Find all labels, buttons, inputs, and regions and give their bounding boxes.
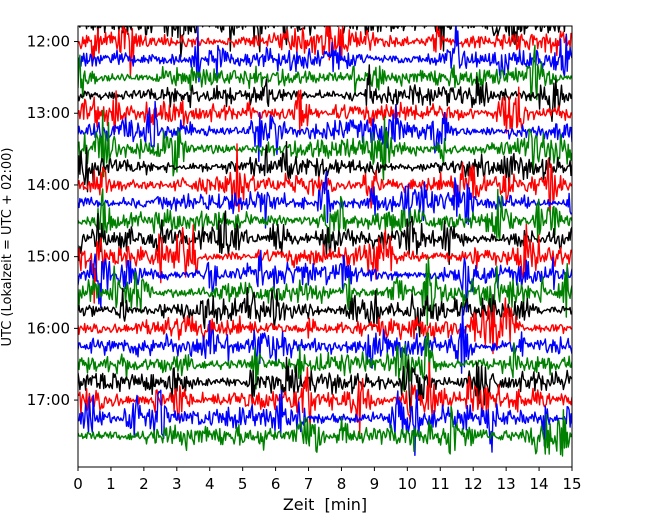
x-tick-label: 3 bbox=[172, 475, 182, 493]
seismic-trace bbox=[78, 100, 572, 163]
x-tick-label: 11 bbox=[431, 475, 450, 493]
x-axis: 0 1 2 3 4 5 6 7 8 9 10 11 12 13 14 15 bbox=[73, 467, 582, 493]
y-tick-label: 16:00 bbox=[27, 319, 70, 337]
seismic-trace bbox=[78, 210, 572, 266]
x-tick-label: 4 bbox=[205, 475, 215, 493]
seismic-trace bbox=[78, 170, 572, 229]
plot-frame bbox=[77, 25, 573, 468]
x-tick-label: 14 bbox=[530, 475, 549, 493]
seismic-trace bbox=[78, 26, 572, 77]
seismic-trace bbox=[78, 249, 572, 313]
y-axis: 12:00 13:00 14:00 15:00 16:00 17:00 bbox=[27, 33, 78, 409]
seismic-trace bbox=[78, 109, 572, 181]
y-tick-label: 15:00 bbox=[27, 248, 70, 266]
trace-group bbox=[78, 26, 572, 457]
x-tick-label: 5 bbox=[238, 475, 248, 493]
seismic-trace bbox=[78, 223, 572, 304]
y-tick-label: 13:00 bbox=[27, 104, 70, 122]
y-axis-label: UTC (Lokalzeit = UTC + 02:00) bbox=[0, 148, 15, 347]
y-tick-label: 17:00 bbox=[27, 391, 70, 409]
seismic-trace bbox=[78, 405, 572, 457]
seismic-trace bbox=[78, 86, 572, 135]
x-tick-label: 12 bbox=[464, 475, 483, 493]
x-tick-label: 9 bbox=[370, 475, 380, 493]
seismic-trace bbox=[78, 297, 572, 355]
x-tick-label: 2 bbox=[139, 475, 149, 493]
y-tick-label: 14:00 bbox=[27, 176, 70, 194]
seismic-trace bbox=[78, 141, 572, 193]
seismic-trace bbox=[78, 64, 572, 122]
x-axis-label: Zeit [min] bbox=[283, 495, 367, 514]
seismic-trace bbox=[78, 188, 572, 244]
seismic-trace bbox=[78, 44, 572, 102]
x-tick-label: 8 bbox=[337, 475, 347, 493]
seismic-trace bbox=[78, 356, 572, 414]
seismic-trace bbox=[78, 332, 572, 392]
x-tick-label: 7 bbox=[304, 475, 314, 493]
x-tick-label: 6 bbox=[271, 475, 281, 493]
seismic-trace bbox=[78, 26, 572, 83]
x-tick-label: 13 bbox=[497, 475, 516, 493]
seismic-trace bbox=[78, 256, 572, 326]
seismic-trace bbox=[78, 287, 572, 338]
x-tick-label: 0 bbox=[73, 475, 83, 493]
seismic-trace bbox=[78, 361, 572, 435]
y-tick-label: 12:00 bbox=[27, 33, 70, 51]
x-tick-label: 1 bbox=[106, 475, 116, 493]
x-tick-label: 10 bbox=[398, 475, 417, 493]
seismic-trace bbox=[78, 306, 572, 374]
seismic-trace bbox=[78, 389, 572, 456]
x-tick-label: 15 bbox=[562, 475, 581, 493]
